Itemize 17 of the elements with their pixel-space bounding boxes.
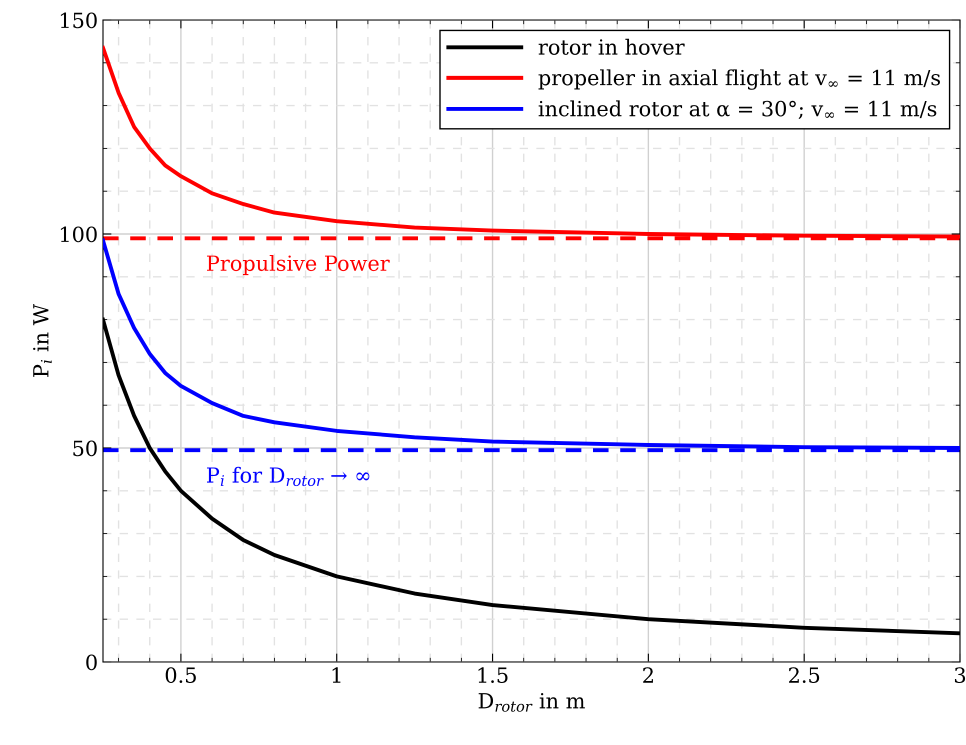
legend-label: inclined rotor at α = 30°; v$_{∞}$ = 11 m/s xyxy=(538,100,936,120)
ref-line-label: P$_{i}$ for D$_{rotor}$ → ∞ xyxy=(206,466,370,486)
y-tick-label: 150 xyxy=(60,12,97,28)
y-tick-label: 100 xyxy=(60,226,97,242)
x-axis-title: D$_{rotor}$ in m xyxy=(478,692,585,712)
y-tick-label: 50 xyxy=(73,440,97,456)
x-tick-label: 3 xyxy=(954,667,966,683)
x-tick-label: 1.5 xyxy=(478,667,508,683)
x-tick-label: 1 xyxy=(332,667,340,683)
legend-label: propeller in axial flight at v$_{∞}$ = 11 m/s xyxy=(538,69,940,90)
y-axis-title: P$_{i}$ in W xyxy=(33,304,52,377)
legend-label: rotor in hover xyxy=(538,38,685,55)
x-tick-label: 0.5 xyxy=(166,667,196,683)
x-tick-label: 2 xyxy=(643,667,653,683)
ref-line-label: Propulsive Power xyxy=(206,254,390,276)
y-tick-label: 0 xyxy=(86,654,97,670)
x-tick-label: 2.5 xyxy=(789,667,820,683)
